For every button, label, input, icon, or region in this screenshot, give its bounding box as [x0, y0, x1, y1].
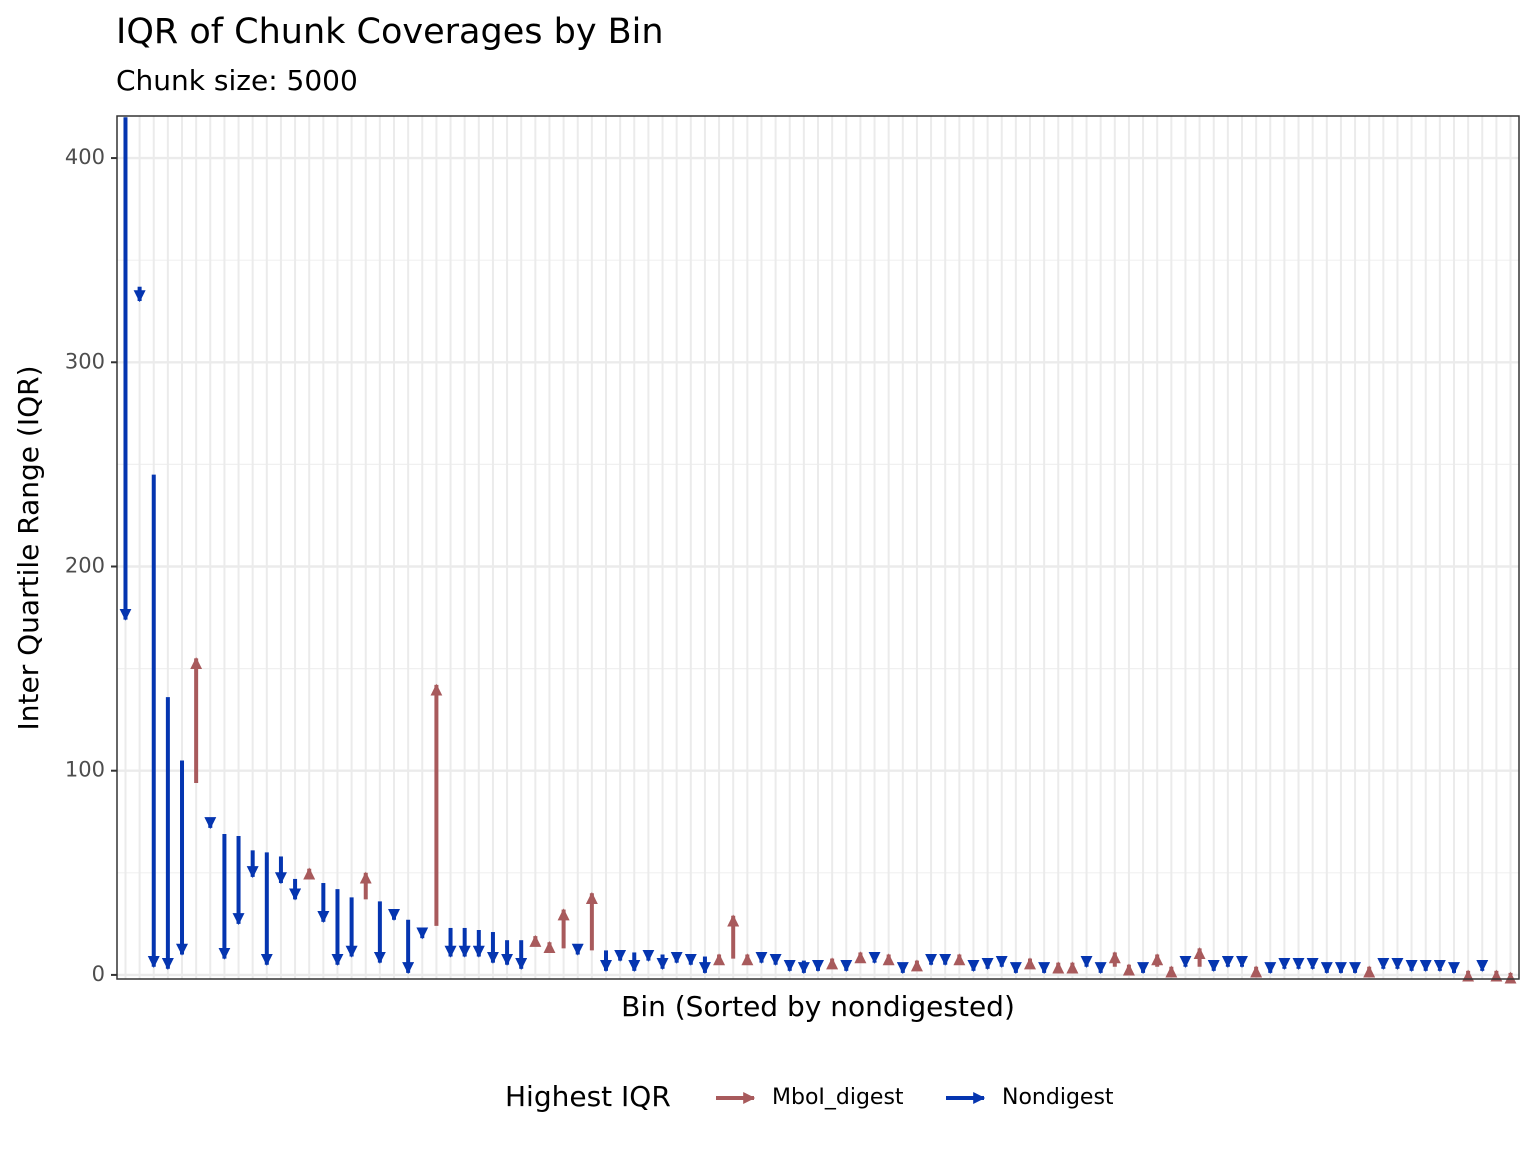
chart-title: IQR of Chunk Coverages by Bin — [116, 12, 664, 52]
y-axis-label: Inter Quartile Range (IQR) — [12, 366, 45, 731]
legend-label: MboI_digest — [772, 1085, 904, 1110]
y-tick-label: 100 — [65, 758, 105, 782]
y-tick-label: 300 — [65, 349, 105, 373]
x-axis-label: Bin (Sorted by nondigested) — [621, 990, 1015, 1023]
legend: Highest IQR MboI_digest Nondigest — [505, 1080, 1114, 1113]
legend-title: Highest IQR — [505, 1080, 671, 1113]
y-tick-label: 400 — [65, 145, 105, 169]
y-tick-label: 200 — [65, 553, 105, 577]
panel-border — [116, 115, 1520, 980]
legend-label: Nondigest — [1002, 1085, 1114, 1110]
chart-subtitle: Chunk size: 5000 — [116, 64, 358, 97]
y-tick-label: 0 — [92, 962, 105, 986]
